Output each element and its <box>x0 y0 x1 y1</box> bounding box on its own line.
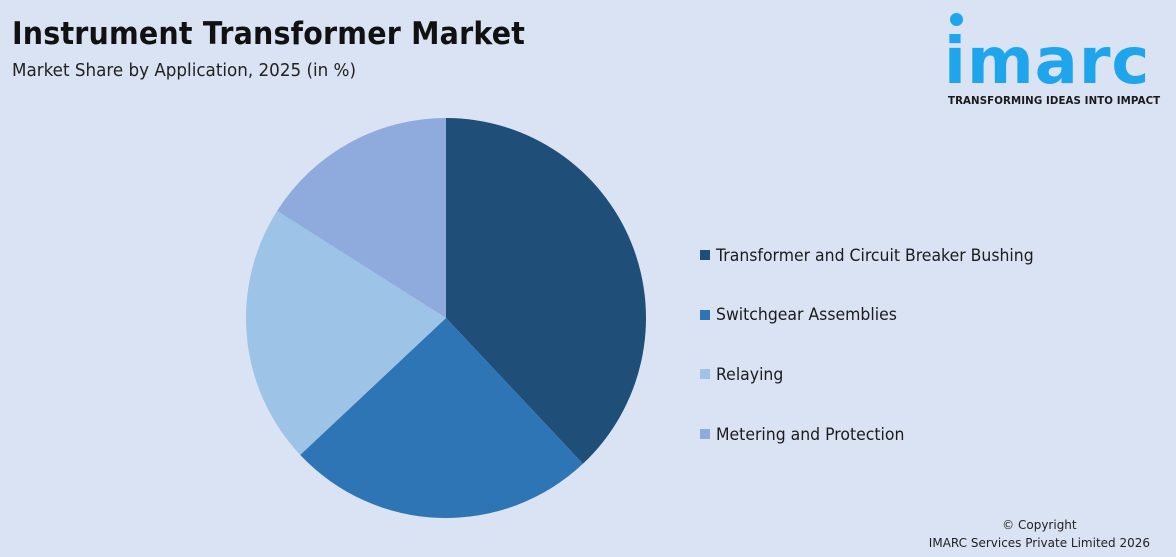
legend-label: Transformer and Circuit Breaker Bushing <box>716 245 1034 265</box>
legend-label: Metering and Protection <box>716 424 905 444</box>
legend-label: Relaying <box>716 364 784 384</box>
pie-slice <box>246 210 446 455</box>
copyright-line-1: © Copyright <box>1002 518 1077 532</box>
copyright-line-2: IMARC Services Private Limited 2026 <box>928 536 1150 550</box>
chart-title: Instrument Transformer Market <box>12 16 526 52</box>
legend-swatch-icon <box>700 429 710 440</box>
pie-slice <box>300 318 583 518</box>
pie-slice <box>446 118 646 464</box>
imarc-logo: imarc TRANSFORMING IDEAS INTO IMPACT <box>944 10 1170 110</box>
pie-slice <box>277 118 446 318</box>
copyright-notice: © Copyright IMARC Services Private Limit… <box>929 516 1150 552</box>
chart-subtitle: Market Share by Application, 2025 (in %) <box>12 60 356 81</box>
legend-item: Switchgear Assemblies <box>700 304 1050 326</box>
legend-swatch-icon <box>700 250 710 260</box>
legend-swatch-icon <box>700 309 710 320</box>
pie-chart <box>246 118 646 518</box>
legend-item: Relaying <box>700 363 1050 385</box>
logo-wordmark: imarc <box>944 25 1151 99</box>
legend-label: Switchgear Assemblies <box>716 305 897 325</box>
legend-item: Transformer and Circuit Breaker Bushing <box>700 244 1050 266</box>
logo-tagline: TRANSFORMING IDEAS INTO IMPACT <box>948 94 1161 107</box>
chart-legend: Transformer and Circuit Breaker Bushing … <box>700 244 1050 483</box>
legend-item: Metering and Protection <box>700 423 1050 445</box>
logo-dot-icon <box>950 13 963 26</box>
legend-swatch-icon <box>700 369 710 380</box>
